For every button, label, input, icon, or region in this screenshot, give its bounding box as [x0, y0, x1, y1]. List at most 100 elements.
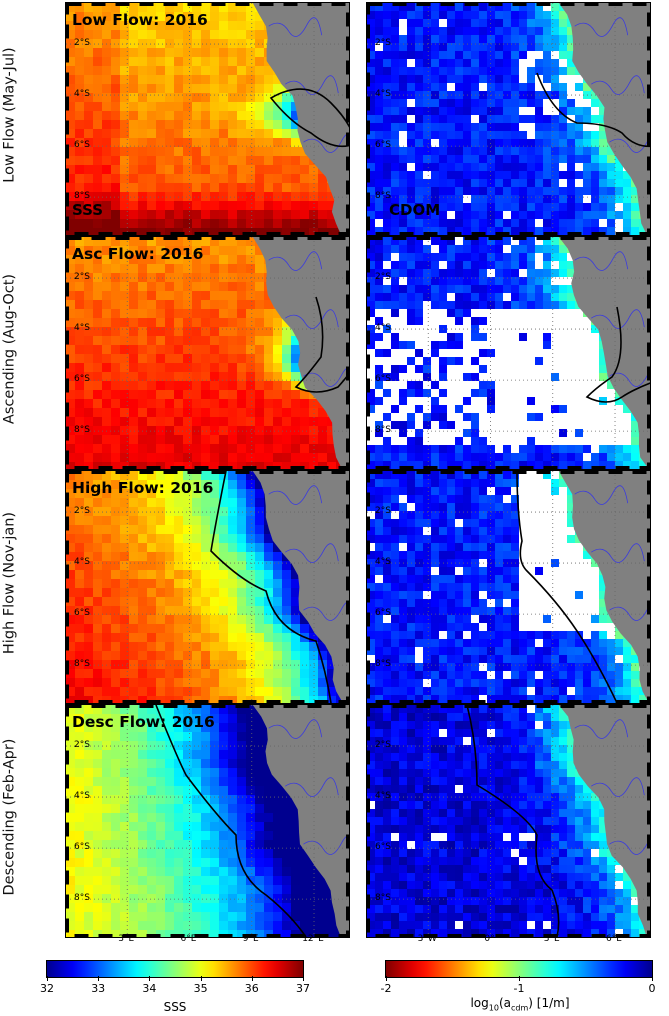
latitude-tick: 8°S	[74, 893, 90, 903]
sss-colorbar-tick: 32	[40, 982, 54, 995]
latitude-tick: 4°S	[74, 89, 90, 99]
land	[558, 237, 650, 469]
sss-colorbar-tick: 37	[296, 982, 310, 995]
row-label-ascending: Ascending (Aug-Oct)	[1, 273, 18, 425]
river	[574, 251, 629, 271]
sss-map-panel-3: High Flow: 2016 2°S 4°S 6°S 8°S	[65, 470, 350, 704]
latitude-tick: 6°S	[74, 374, 90, 384]
river	[609, 370, 650, 387]
cdom-colorbar-tick: -1	[513, 982, 525, 995]
latitude-tick: 6°S	[74, 140, 90, 150]
land	[252, 705, 349, 937]
sss-colorbar-tick: 35	[193, 982, 208, 995]
sss-colorbar-label: SSS	[163, 1000, 187, 1014]
sss-longitude-tick: 3°E	[118, 934, 135, 944]
cdom-field	[367, 705, 650, 937]
latitude-tick: 8°S	[74, 191, 90, 201]
latitude-tick: 6°S	[74, 608, 90, 618]
river	[574, 17, 629, 37]
river	[285, 777, 339, 797]
colorbar-tick-mark	[519, 976, 520, 981]
latitude-tick: 6°S	[74, 842, 90, 852]
river	[609, 136, 650, 153]
sss-contour	[466, 705, 560, 937]
latitude-tick: 4°S	[375, 323, 391, 333]
panel-title: Desc Flow: 2016	[72, 713, 215, 731]
cdom-variable-label: CDOM	[389, 201, 441, 219]
panel-title: Low Flow: 2016	[72, 11, 208, 29]
river	[268, 251, 323, 271]
land	[252, 3, 349, 235]
latitude-tick: 2°S	[74, 506, 90, 516]
sss-field	[66, 471, 349, 703]
sss-contour	[585, 306, 650, 403]
row-label-low-flow: Low Flow (May-Jul)	[1, 47, 18, 183]
river	[609, 838, 650, 855]
latitude-tick: 8°S	[74, 659, 90, 669]
latitude-tick: 8°S	[375, 659, 391, 669]
sss-contour	[516, 471, 618, 703]
river	[285, 75, 339, 95]
sss-field	[66, 705, 349, 937]
river	[303, 133, 349, 153]
latitude-tick: 2°S	[375, 740, 391, 750]
sss-field	[66, 237, 349, 469]
cdom-map-panel-3: 2°S 4°S 6°S 8°S	[366, 470, 651, 704]
river	[591, 75, 645, 95]
cdom-map-panel-1: CDOM 2°S 4°S 6°S 8°S	[366, 2, 651, 236]
latitude-tick: 8°S	[375, 425, 391, 435]
latitude-tick: 2°S	[74, 38, 90, 48]
river	[303, 367, 349, 387]
land	[558, 3, 650, 235]
panel-title: Asc Flow: 2016	[72, 245, 204, 263]
colorbar-tick-mark	[47, 976, 48, 981]
latitude-tick: 2°S	[375, 506, 391, 516]
cdom-map-panel-4: 2°S 4°S 6°S 8°S	[366, 704, 651, 938]
river	[268, 485, 323, 505]
river	[268, 719, 323, 739]
sss-contour	[155, 705, 307, 937]
latitude-tick: 2°S	[375, 38, 391, 48]
row-label-descending: Descending (Feb-Apr)	[1, 738, 18, 896]
latitude-tick: 8°S	[375, 191, 391, 201]
colorbar-tick-mark	[251, 976, 253, 981]
sss-map-panel-4: Desc Flow: 2016 2°S 4°S 6°S 8°S	[65, 704, 350, 938]
latitude-tick: 6°S	[375, 140, 391, 150]
river	[285, 543, 339, 563]
sss-colorbar-tick: 36	[244, 982, 259, 995]
colorbar-tick-mark	[386, 976, 387, 981]
sss-longitude-tick: 9°E	[242, 934, 259, 944]
sss-map-panel-1: Low Flow: 2016 SSS 2°S 4°S 6°S 8°S	[65, 2, 350, 236]
river	[303, 601, 349, 621]
cdom-colorbar-tick: -2	[380, 982, 392, 995]
cdom-longitude-tick: 6°E	[606, 934, 622, 944]
latitude-tick: 6°S	[375, 374, 391, 384]
cdom-colorbar-label: log10(acdm) [1/m]	[470, 996, 570, 1013]
cdom-longitude-tick: 3°W	[417, 934, 437, 944]
colorbar-tick-mark	[200, 976, 202, 981]
latitude-tick: 4°S	[74, 557, 90, 567]
land	[252, 237, 349, 469]
land	[558, 471, 650, 703]
land	[558, 705, 650, 937]
river	[285, 309, 339, 329]
river	[574, 719, 629, 739]
sss-contour	[210, 471, 332, 703]
cdom-field	[367, 471, 650, 703]
cdom-colorbar-tick: 0	[648, 982, 656, 995]
latitude-tick: 2°S	[74, 272, 90, 282]
sss-longitude-tick: 6°E	[180, 934, 197, 944]
latitude-tick: 8°S	[375, 893, 391, 903]
latitude-tick: 4°S	[74, 323, 90, 333]
sss-colorbar	[46, 960, 304, 978]
river	[303, 835, 349, 855]
latitude-tick: 4°S	[74, 791, 90, 801]
river	[591, 543, 645, 563]
sss-field	[66, 3, 349, 235]
sss-colorbar-tick: 33	[91, 982, 106, 995]
latitude-tick: 4°S	[375, 791, 391, 801]
river	[268, 17, 323, 37]
panel-title: High Flow: 2016	[72, 479, 214, 497]
colorbar-tick-mark	[98, 976, 100, 981]
latitude-tick: 2°S	[375, 272, 391, 282]
